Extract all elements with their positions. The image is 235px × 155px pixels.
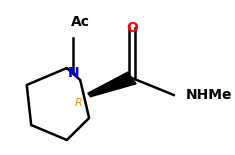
Text: Ac: Ac	[71, 15, 90, 29]
Text: NHMe: NHMe	[185, 88, 232, 102]
Text: N: N	[67, 66, 79, 80]
Text: O: O	[126, 21, 138, 35]
Text: R: R	[74, 98, 82, 108]
Polygon shape	[88, 72, 136, 97]
